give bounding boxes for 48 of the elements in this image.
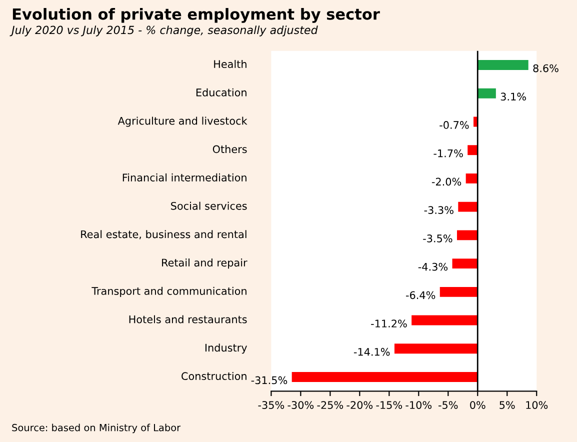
y-tick-label: Construction xyxy=(182,372,246,380)
x-tick-label: -10% xyxy=(406,401,432,409)
data-label: -14.1% xyxy=(354,348,390,356)
data-label: -11.2% xyxy=(371,320,407,328)
x-tick-label: -5% xyxy=(438,401,458,409)
bar xyxy=(292,372,478,382)
y-tick-label: Retail and repair xyxy=(162,258,248,269)
x-tick-label: 0% xyxy=(470,401,486,409)
bar xyxy=(478,88,496,98)
y-tick-label: Hotels and restaurants xyxy=(129,315,247,324)
bar xyxy=(456,230,478,240)
data-label: -3.3% xyxy=(424,206,454,214)
x-tick-label: -15% xyxy=(376,401,402,409)
bar xyxy=(440,286,478,297)
chart-title: Evolution of private employment by sector xyxy=(12,8,380,23)
data-label: -1.7% xyxy=(434,149,463,158)
data-label: -31.5% xyxy=(251,376,288,384)
data-label: 8.6% xyxy=(533,64,558,72)
data-label: -2.0% xyxy=(432,178,462,186)
bar xyxy=(452,258,478,269)
x-tick-label: -25% xyxy=(317,401,344,409)
y-tick-label: Others xyxy=(212,145,247,154)
text: July 2020 vs July 2015 - % change, seasonally adjusted xyxy=(10,26,318,36)
bar xyxy=(458,202,478,212)
data-label: -3.5% xyxy=(423,234,452,242)
y-tick-label: Industry xyxy=(205,344,247,354)
data-label: -0.7% xyxy=(440,121,469,129)
x-tick-label: -30% xyxy=(288,401,314,409)
source-note: Source: based on Ministry of Labor xyxy=(12,424,181,434)
bar xyxy=(466,173,478,184)
bar xyxy=(468,145,478,156)
y-tick-label: Health xyxy=(214,60,246,68)
y-tick-label: Social services xyxy=(171,202,247,210)
bar xyxy=(412,315,478,326)
y-tick-label: Education xyxy=(196,88,246,96)
x-tick-label: 5% xyxy=(500,401,515,409)
y-tick-label: Financial intermediation xyxy=(122,173,246,182)
x-tick-label: -20% xyxy=(346,401,373,409)
y-tick-label: Transport and communication xyxy=(92,286,246,297)
y-tick-label: Real estate, business and rental xyxy=(81,230,246,240)
x-tick-label: -35% xyxy=(258,401,284,409)
data-label: -4.3% xyxy=(418,262,448,271)
bar xyxy=(394,344,478,354)
y-tick-label: Agriculture and livestock xyxy=(118,116,248,127)
data-label: 3.1% xyxy=(500,92,526,101)
x-tick-label: 10% xyxy=(526,401,548,409)
bar xyxy=(478,60,528,70)
data-label: -6.4% xyxy=(406,291,436,300)
